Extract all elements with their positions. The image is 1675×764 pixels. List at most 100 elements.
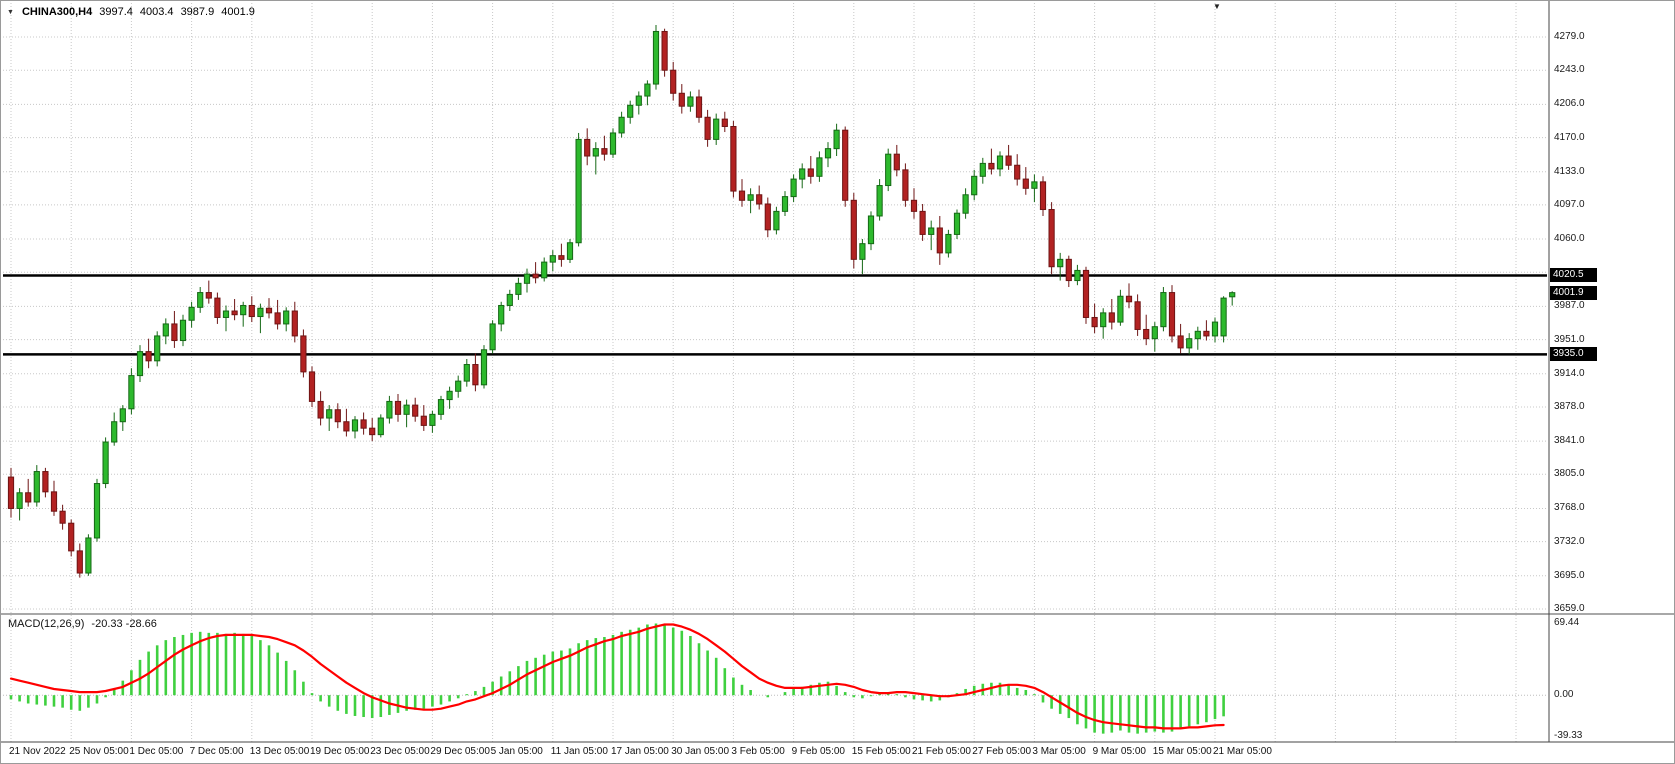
ohlc-open-value: 3997.4	[99, 6, 133, 18]
chart-shift-marker-icon[interactable]: ▼	[1213, 2, 1221, 11]
candle-bull	[609, 132, 617, 155]
candle-bear	[274, 312, 281, 325]
macd-signal-line	[9, 623, 1225, 730]
candle-bull	[945, 233, 952, 254]
time-tick-label: 23 Dec 05:00	[370, 746, 430, 757]
candle-bull	[240, 304, 247, 316]
candle-bull	[437, 399, 445, 415]
candle-bull	[506, 293, 513, 306]
price-tick-label: 3659.0	[1554, 603, 1585, 614]
macd-indicator-header: MACD(12,26,9) -20.33 -28.66	[8, 618, 157, 630]
candle-bull	[781, 196, 789, 212]
candle-bear	[394, 400, 402, 415]
candle-bull	[386, 400, 393, 419]
candle-bear	[601, 148, 608, 155]
axis-badge-current-price: 4001.9	[1550, 285, 1597, 300]
price-tick-label: 3768.0	[1554, 502, 1585, 514]
candle-bull	[979, 162, 986, 177]
candle-bear	[1125, 295, 1133, 303]
candle-bear	[68, 522, 75, 552]
candle-bear	[988, 162, 995, 170]
candle-bear	[1005, 155, 1012, 166]
price-tick-label: 4060.0	[1554, 233, 1585, 245]
candle-bear	[1168, 292, 1176, 337]
candle-bull	[876, 185, 883, 217]
candle-bear	[1091, 316, 1098, 328]
candle-bear	[334, 409, 341, 423]
time-tick-label: 3 Feb 05:00	[731, 746, 785, 757]
candle-bear	[317, 400, 324, 419]
candle-bull	[326, 409, 333, 419]
candle-bull	[687, 96, 694, 107]
time-axis[interactable]: 21 Nov 2022 25 Nov 05:00 1 Dec 05:00 7 Dec …	[1, 745, 1674, 763]
candle-bull	[790, 178, 797, 198]
candle-bull	[592, 148, 599, 157]
symbol-timeframe-label: CHINA300,H4	[21, 6, 93, 18]
candle-bull	[549, 255, 556, 263]
price-tick-label: 3878.0	[1554, 400, 1585, 412]
candle-bull	[971, 175, 978, 196]
candle-bear	[721, 118, 728, 127]
candle-bear	[842, 129, 849, 201]
candle-bull	[541, 261, 548, 279]
candle-bull	[867, 215, 875, 245]
candle-bear	[532, 273, 539, 279]
candle-bull	[197, 292, 204, 308]
candle-bear	[42, 471, 49, 493]
candle-bear	[412, 404, 419, 417]
candle-bull	[627, 104, 634, 118]
candle-bear	[231, 310, 238, 316]
candle-bull	[1160, 292, 1167, 328]
candle-bear	[1039, 181, 1047, 211]
time-tick-label: 17 Jan 05:00	[611, 746, 669, 757]
candle-bull	[996, 155, 1004, 170]
time-tick-label: 9 Mar 05:00	[1092, 746, 1146, 757]
candle-bull	[162, 323, 169, 337]
candle-bull	[635, 95, 642, 106]
macd-tick-label: 69.44	[1554, 617, 1580, 629]
quick-panel-caret-icon[interactable]: ▼	[7, 8, 14, 16]
candle-bear	[1014, 164, 1021, 180]
price-tick-label: 3695.0	[1554, 569, 1585, 581]
time-tick-label: 15 Mar 05:00	[1152, 746, 1212, 757]
candle-bear	[1108, 312, 1115, 323]
candle-bear	[59, 510, 66, 524]
candle-bull	[283, 310, 290, 325]
candle-bear	[308, 371, 316, 402]
price-tick-label: 4170.0	[1554, 131, 1585, 143]
candle-bull	[773, 210, 780, 231]
candle-bear	[265, 307, 273, 314]
candle-bear	[472, 364, 479, 386]
candle-bear	[205, 292, 212, 299]
time-tick-label: 13 Dec 05:00	[249, 746, 310, 757]
candle-bull	[257, 307, 264, 318]
candle-bear	[1022, 178, 1029, 189]
candle-bear	[704, 116, 711, 140]
candle-bull	[928, 227, 935, 235]
candle-bear	[695, 96, 703, 118]
candle-bear	[919, 210, 926, 235]
candle-bear	[369, 427, 376, 436]
candle-bear	[1177, 335, 1184, 349]
time-tick-label: 7 Dec 05:00	[189, 746, 244, 757]
price-tick-label: 4243.0	[1554, 64, 1585, 76]
macd-indicator-label: MACD(12,26,9)	[8, 618, 85, 630]
candle-bear	[1143, 328, 1150, 340]
candle-bull	[489, 323, 496, 351]
price-tick-label: 3951.0	[1554, 333, 1585, 345]
price-axis[interactable]: 4279.0 4243.0 4206.0 4170.0 4133.0 4097.0 4060…	[1, 1, 1674, 743]
candle-bull	[403, 404, 410, 415]
candle-bear	[343, 421, 350, 432]
candle-bull	[523, 273, 531, 284]
candle-bull	[119, 408, 126, 423]
candle-bull	[93, 483, 101, 539]
candle-bull	[222, 310, 230, 318]
candle-bull	[16, 492, 23, 509]
candle-bull	[1074, 269, 1081, 282]
price-tick-label: 3805.0	[1554, 468, 1585, 480]
candle-bull	[1220, 297, 1227, 337]
candle-bear	[1065, 258, 1072, 282]
candle-bear	[902, 169, 909, 201]
time-tick-label: 3 Mar 05:00	[1032, 746, 1086, 757]
